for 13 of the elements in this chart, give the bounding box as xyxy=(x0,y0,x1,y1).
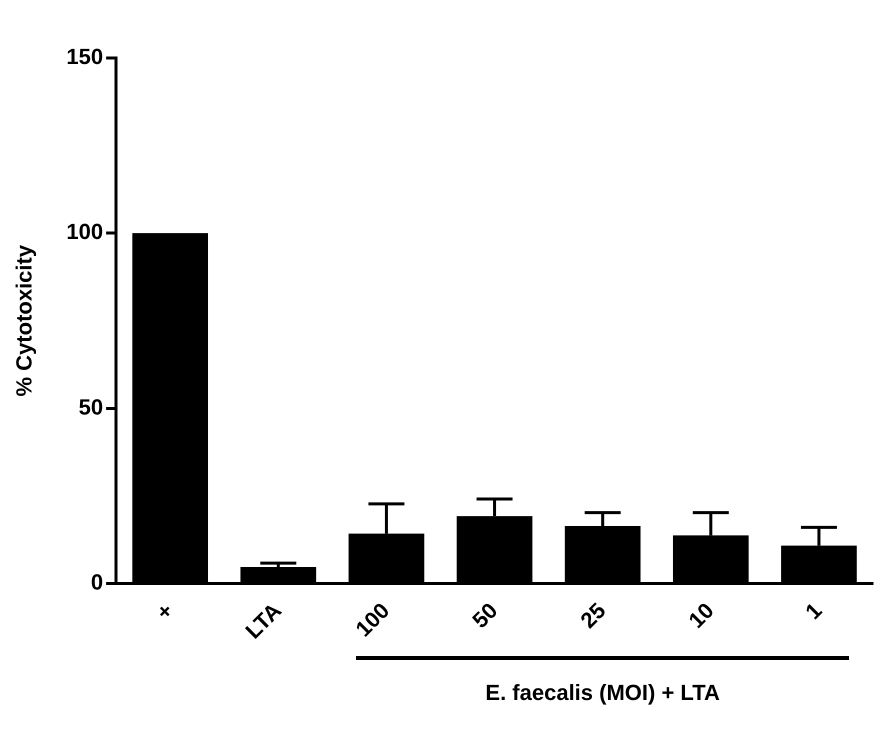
y-tick-label: 100 xyxy=(66,219,104,244)
x-tick-label: LTA xyxy=(240,598,286,644)
y-axis-title: % Cytotoxicity xyxy=(11,244,36,396)
x-tick-label: 10 xyxy=(684,598,719,633)
x-axis-title: E. faecalis (MOI) + LTA xyxy=(484,680,721,706)
x-tick-label: 100 xyxy=(350,598,394,642)
x-tick-label: + xyxy=(151,598,178,625)
x-tick-label: 50 xyxy=(467,598,502,633)
x-tick-label: 25 xyxy=(576,598,611,633)
y-tick-label: 150 xyxy=(66,44,104,70)
y-tick-label: 50 xyxy=(78,394,104,420)
x-tick-label: 1 xyxy=(800,598,827,624)
y-tick-label: 0 xyxy=(90,569,104,594)
